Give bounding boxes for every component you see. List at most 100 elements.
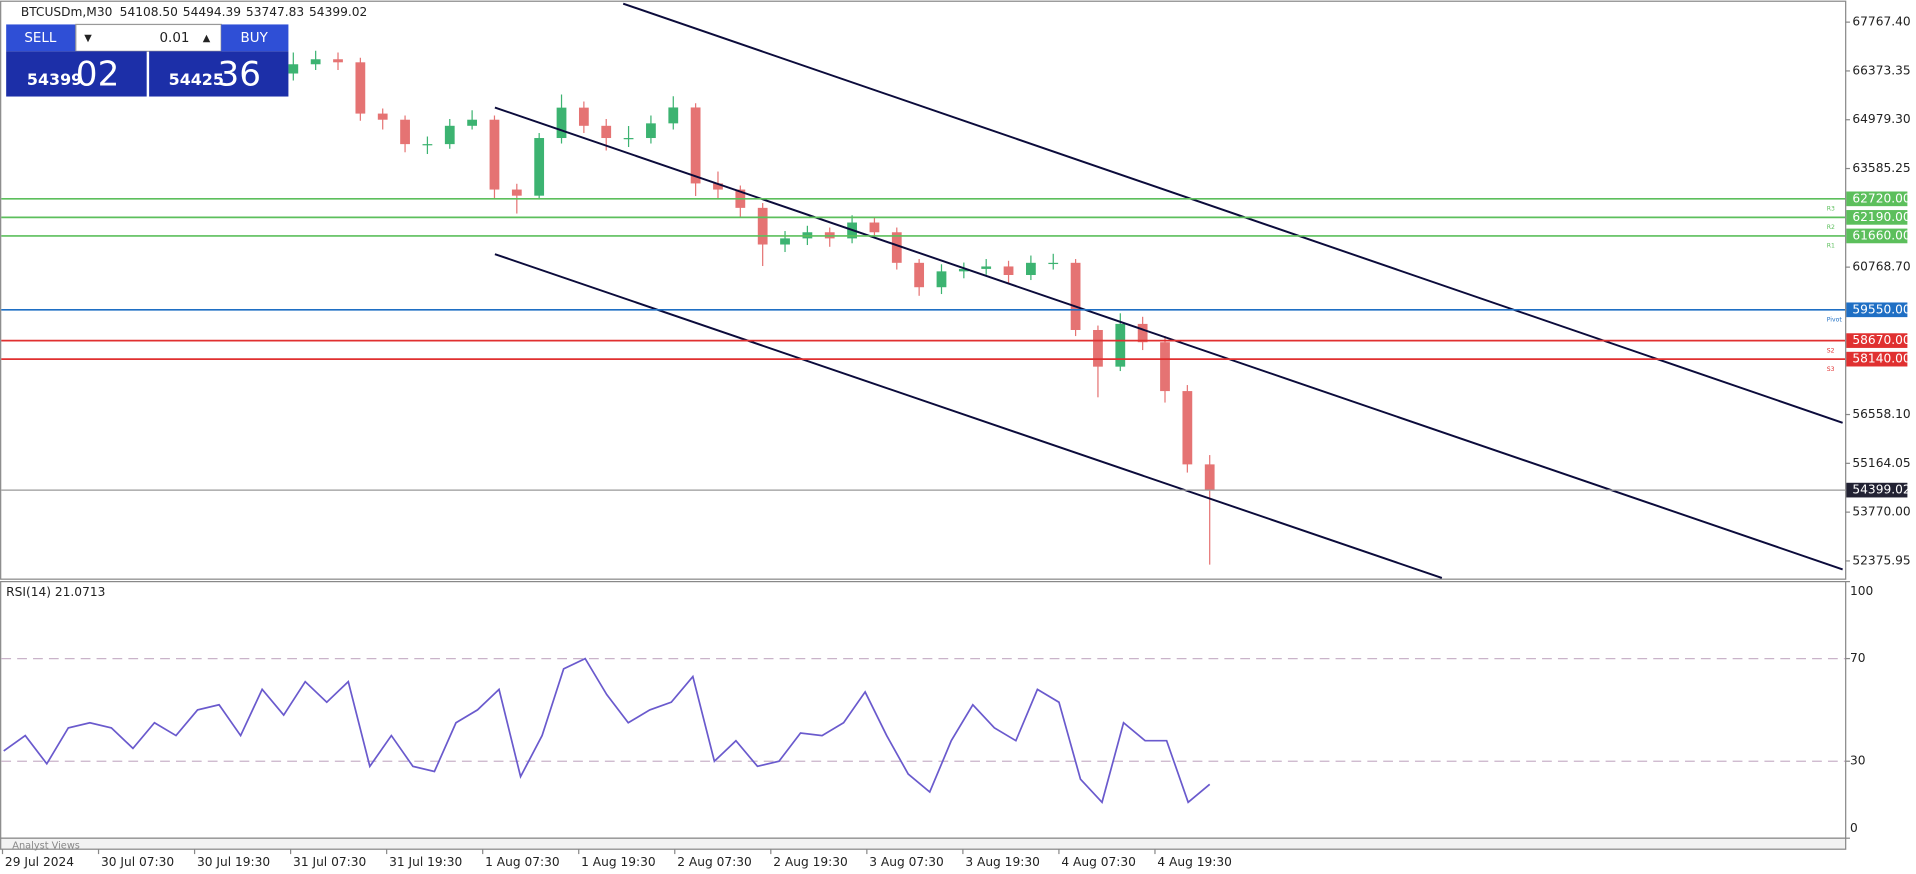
x-tick-label: 1 Aug 07:30 <box>485 855 560 869</box>
y-tick-label: 66373.35 <box>1852 63 1910 77</box>
candle-body <box>914 262 925 288</box>
rsi-line <box>3 657 1211 804</box>
rsi-title: RSI(14) 21.0713 <box>6 585 105 599</box>
last-price-label: 54399.02 <box>1852 483 1910 497</box>
level-value: 61660.00 <box>1852 228 1910 242</box>
buy-button[interactable] <box>221 24 289 52</box>
buy-price[interactable]: 54425 <box>169 70 224 89</box>
sell-price-big[interactable]: 02 <box>76 54 120 94</box>
x-tick-label: 2 Aug 07:30 <box>677 855 752 869</box>
candle-body <box>1026 262 1036 276</box>
volume-up[interactable]: ▲ <box>203 33 211 44</box>
level-value: 58670.00 <box>1852 333 1910 347</box>
ohlc-label: 54494.39 <box>183 5 241 19</box>
level-tag <box>1846 191 1908 207</box>
symbol: BTCUSDm,M30 <box>21 5 113 19</box>
ohlc-label: 53747.83 <box>246 5 304 19</box>
candle-body <box>623 138 634 140</box>
sell-label[interactable]: SELL <box>24 31 57 46</box>
chart-header: BTCUSDm,M30 54108.50 54494.39 53747.83 54399… <box>21 5 367 19</box>
volume[interactable]: 0.01 <box>160 31 190 46</box>
candle-body <box>668 107 679 124</box>
level-name: R1 <box>1827 243 1835 250</box>
level-name: S3 <box>1827 366 1835 373</box>
candle-body <box>1137 323 1148 343</box>
x-tick-label: 3 Aug 19:30 <box>965 855 1040 869</box>
buy-price-box[interactable] <box>149 51 289 97</box>
level-tag <box>1846 228 1908 244</box>
candle-body <box>981 266 992 269</box>
ohlc-label: 54108.50 <box>120 5 178 19</box>
sell-price[interactable]: 54399 <box>27 70 82 89</box>
x-tick-label: 31 Jul 07:30 <box>293 855 366 869</box>
y-tick-label: 64979.30 <box>1852 112 1910 126</box>
x-tick-label: 30 Jul 19:30 <box>197 855 270 869</box>
y-tick-label: 60768.70 <box>1852 260 1910 274</box>
x-tick-label: 30 Jul 07:30 <box>101 855 174 869</box>
level-name: R3 <box>1827 206 1835 213</box>
channel-line <box>494 106 1843 571</box>
candle-body <box>869 222 880 233</box>
candle-body <box>1093 329 1103 367</box>
candle-body <box>377 113 388 120</box>
level-tag <box>1846 302 1908 318</box>
y-tick-label: 52375.95 <box>1852 553 1910 567</box>
y-tick-label: 100 <box>1850 584 1873 598</box>
candle-body <box>891 232 902 263</box>
y-tick-label: 53770.00 <box>1852 505 1910 519</box>
candle-body <box>310 59 321 65</box>
candle-body <box>288 64 299 74</box>
sell-button[interactable] <box>6 24 76 52</box>
trade-panel: SELL ▼ 0.01 ▲ BUY 54399 02 54425 36 <box>6 23 289 97</box>
y-tick-label: 70 <box>1850 651 1866 665</box>
candle-body <box>444 125 455 145</box>
candle-body <box>1115 323 1126 367</box>
candle-body <box>690 107 701 184</box>
last-price-tag <box>1846 482 1908 498</box>
candle-body <box>601 125 612 139</box>
candle-body <box>556 107 567 139</box>
x-tick-label: 1 Aug 19:30 <box>581 855 656 869</box>
channel-line <box>494 253 1443 579</box>
buy-price-big[interactable]: 36 <box>218 54 262 94</box>
volume-down[interactable]: ▼ <box>84 33 92 44</box>
level-tag <box>1846 333 1908 348</box>
y-tick-label: 67767.40 <box>1852 15 1910 29</box>
candle-body <box>713 183 723 190</box>
level-value: 58140.00 <box>1852 352 1910 366</box>
x-tick-label: 29 Jul 2024 <box>5 855 74 869</box>
channel <box>494 2 1843 579</box>
candle-body <box>1048 262 1059 265</box>
x-tick-label: 4 Aug 19:30 <box>1157 855 1232 869</box>
sell-price-box[interactable] <box>6 51 147 97</box>
candle-body <box>534 138 545 196</box>
candle-body <box>646 123 656 139</box>
candle-body <box>780 238 790 245</box>
channel-line <box>622 2 1843 424</box>
x-tick-label: 3 Aug 07:30 <box>869 855 944 869</box>
level-name: S2 <box>1827 347 1835 354</box>
level-name: Pivot <box>1827 317 1843 324</box>
footer-bar <box>0 837 1847 850</box>
candle-body <box>958 268 969 272</box>
candle-body <box>1003 266 1014 276</box>
candle-body <box>467 119 478 126</box>
volume-box[interactable] <box>75 23 222 52</box>
candle-body <box>936 271 947 288</box>
level-tag <box>1846 210 1908 225</box>
candle-body <box>422 144 433 146</box>
candle-body <box>400 119 410 145</box>
candle-body <box>1182 391 1193 465</box>
candle-body <box>757 207 768 245</box>
level-value: 59550.00 <box>1852 302 1910 316</box>
y-tick-label: 63585.25 <box>1852 161 1910 175</box>
candle-body <box>511 189 522 196</box>
price-panel <box>0 0 1847 580</box>
level-tag <box>1846 351 1908 367</box>
buy-label[interactable]: BUY <box>241 31 269 46</box>
candle-body <box>333 59 343 63</box>
candle-body <box>489 119 500 190</box>
level-name: R2 <box>1827 224 1835 231</box>
